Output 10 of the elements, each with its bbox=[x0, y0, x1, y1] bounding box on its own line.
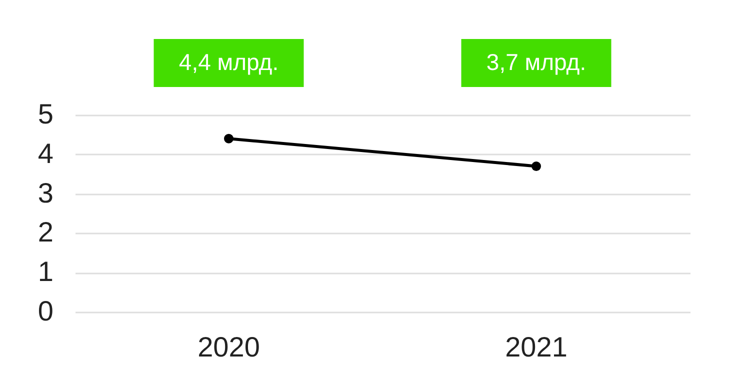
y-tick-label: 4 bbox=[38, 138, 54, 169]
y-tick-label: 1 bbox=[38, 256, 54, 288]
data-label: 4,4 млрд. bbox=[178, 49, 279, 75]
y-tick-label: 5 bbox=[38, 98, 54, 130]
y-tick-label: 3 bbox=[38, 177, 54, 208]
data-label: 3,7 млрд. bbox=[486, 49, 586, 75]
x-tick-label: 2020 bbox=[198, 332, 260, 362]
y-tick-label: 0 bbox=[38, 296, 54, 326]
x-tick-label: 2021 bbox=[505, 332, 568, 362]
y-tick-label: 2 bbox=[38, 216, 54, 248]
